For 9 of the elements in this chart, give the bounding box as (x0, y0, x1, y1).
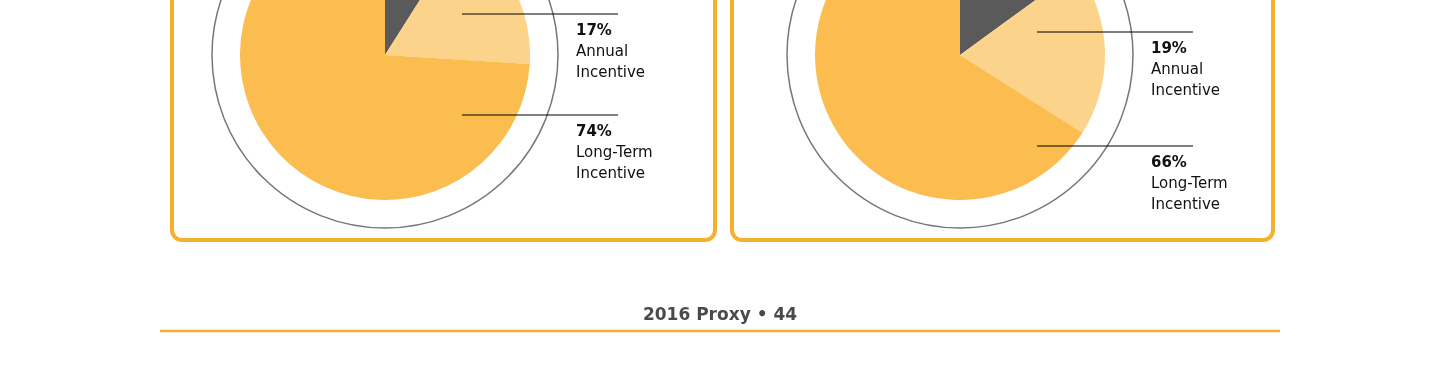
data-label: 66% (1151, 153, 1187, 171)
data-label: 19% (1151, 39, 1187, 57)
slice-label: Long-Term Incentive (576, 143, 653, 182)
data-label: 74% (576, 122, 612, 140)
slice-label: Long-Term Incentive (1151, 174, 1228, 213)
data-label: 17% (576, 21, 612, 39)
slice-label: Annual Incentive (1151, 60, 1221, 99)
slice-label: Annual Incentive (576, 42, 646, 81)
text: 2016 Proxy • 44 (642, 304, 798, 324)
